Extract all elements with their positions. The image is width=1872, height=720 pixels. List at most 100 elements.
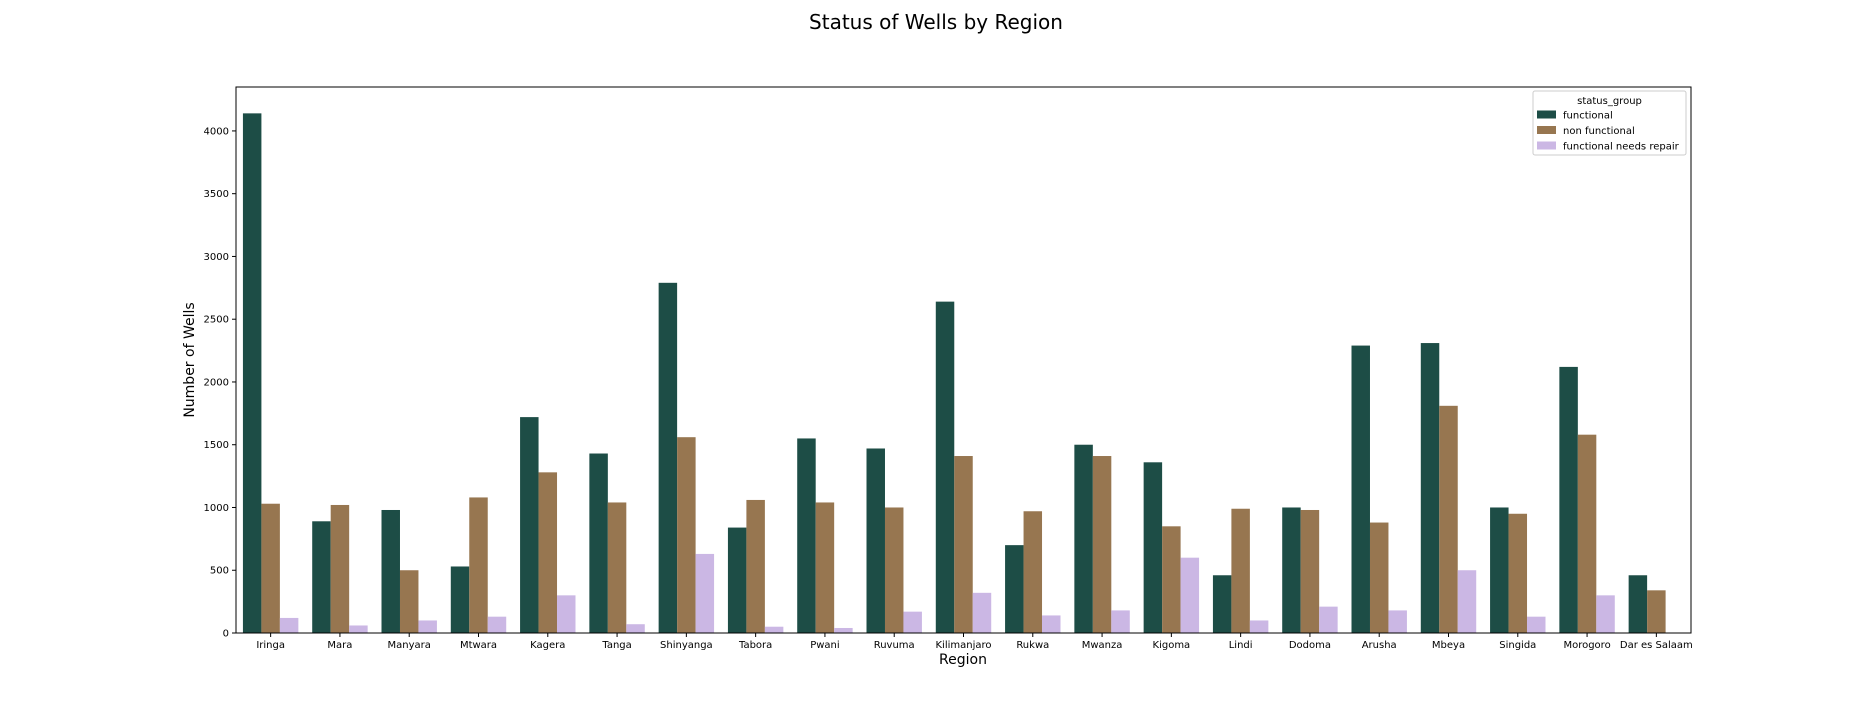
bar-tabora-functional [727,527,747,633]
x-tick-label-tabora: Tabora [738,640,772,651]
y-tick-label: 2500 [204,315,229,326]
x-tick-label-iringa: Iringa [256,640,285,651]
bar-dodoma-functional [1282,507,1301,633]
y-tick-label: 3000 [204,252,229,263]
bar-ruvuma-functional-needs-repair [903,611,922,633]
bar-morogoro-functional [1559,366,1578,633]
x-tick-label-mwanza: Mwanza [1082,640,1123,651]
x-tick-label-mara: Mara [327,640,352,651]
bar-tanga-non-functional [607,502,627,633]
bar-kigoma-functional [1143,462,1163,633]
x-tick-label-dar-es-salaam: Dar es Salaam [1620,640,1693,651]
y-tick-label: 500 [210,566,229,577]
bar-lindi-non-functional [1231,508,1250,633]
bar-singida-functional-needs-repair [1527,616,1546,633]
bar-ruvuma-non-functional [884,507,904,633]
x-tick-label-kigoma: Kigoma [1153,640,1191,651]
x-tick-label-singida: Singida [1499,640,1536,651]
bar-dar-es-salaam-functional [1628,575,1648,633]
bar-mbeya-functional [1420,343,1440,633]
bar-pwani-non-functional [815,502,835,633]
x-tick-label-manyara: Manyara [388,640,431,651]
x-tick-label-lindi: Lindi [1229,640,1253,651]
legend-box [1532,90,1687,156]
x-tick-label-kagera: Kagera [530,640,565,651]
bar-iringa-functional-needs-repair [279,617,299,633]
bar-kagera-non-functional [538,472,558,633]
bar-mbeya-non-functional [1439,405,1458,633]
x-tick-label-mtwara: Mtwara [460,640,497,651]
y-tick-label: 1500 [204,440,229,451]
bar-mwanza-functional [1074,444,1093,633]
x-tick-label-mbeya: Mbeya [1432,640,1465,651]
bar-kilimanjaro-functional [935,301,955,633]
bar-kilimanjaro-non-functional [954,456,973,633]
x-tick-label-dodoma: Dodoma [1289,640,1331,651]
x-tick-label-tanga: Tanga [601,640,631,651]
bar-arusha-functional-needs-repair [1388,610,1407,633]
bar-mtwara-functional [450,566,470,633]
bar-mtwara-functional-needs-repair [487,616,507,633]
bar-rukwa-non-functional [1023,511,1043,633]
x-tick-label-shinyanga: Shinyanga [660,640,713,651]
legend-swatch-functional [1537,110,1556,119]
legend-swatch-functional-needs-repair [1537,141,1556,150]
legend-label-non-functional: non functional [1563,126,1635,137]
x-tick-label-rukwa: Rukwa [1016,640,1049,651]
bar-singida-functional [1490,507,1509,633]
bar-mara-functional [312,521,331,633]
bar-kigoma-functional-needs-repair [1180,557,1200,633]
bar-dodoma-non-functional [1300,509,1320,633]
bar-mtwara-non-functional [469,497,488,633]
y-axis-label: Number of Wells [182,302,198,417]
bar-shinyanga-functional-needs-repair [695,553,715,633]
bar-ruvuma-functional [866,448,885,633]
bar-rukwa-functional [1005,545,1024,633]
x-axis-label: Region [939,652,987,668]
legend-label-functional-needs-repair: functional needs repair [1563,142,1680,153]
x-tick-label-pwani: Pwani [810,640,839,651]
x-tick-label-ruvuma: Ruvuma [874,640,915,651]
bar-lindi-functional-needs-repair [1249,620,1269,633]
bar-iringa-functional [242,113,262,634]
bar-rukwa-functional-needs-repair [1042,615,1061,633]
legend-swatch-non-functional [1537,126,1556,134]
bar-kagera-functional [520,417,539,633]
y-tick-label: 4000 [204,126,229,137]
x-tick-label-kilimanjaro: Kilimanjaro [935,640,991,651]
x-tick-label-morogoro: Morogoro [1563,640,1610,651]
bar-morogoro-functional-needs-repair [1596,595,1615,633]
y-tick-label: 3500 [204,189,229,200]
bar-iringa-non-functional [261,503,280,633]
bar-shinyanga-functional [658,282,678,633]
bar-mwanza-functional-needs-repair [1111,610,1130,633]
bar-morogoro-non-functional [1577,434,1597,633]
bars-group [242,113,1666,634]
bar-lindi-functional [1212,575,1232,633]
bar-manyara-non-functional [399,570,419,633]
bar-tanga-functional-needs-repair [626,624,645,633]
bar-manyara-functional-needs-repair [418,620,437,633]
x-axis: Iringa Mara Manyara Mtwara Kagera Tanga Shinya… [256,633,1693,651]
y-tick-label: 1000 [204,503,229,514]
bar-arusha-non-functional [1369,522,1389,633]
bar-manyara-functional [381,509,400,633]
bar-tabora-functional-needs-repair [764,626,784,633]
bar-kagera-functional-needs-repair [557,595,576,633]
bar-dar-es-salaam-non-functional [1647,590,1666,633]
bar-arusha-functional [1351,345,1370,633]
y-axis: 0 500 1000 1500 2000 2500 3000 3500 4000 [204,126,236,640]
bar-shinyanga-non-functional [677,437,696,633]
x-tick-label-arusha: Arusha [1362,640,1397,651]
legend: status_group functional non functional fun… [1532,90,1687,156]
bar-dodoma-functional-needs-repair [1319,606,1338,633]
legend-title: status_group [1577,96,1642,107]
bar-singida-non-functional [1508,513,1528,633]
bar-pwani-functional-needs-repair [834,627,853,633]
y-tick-label: 2000 [204,377,229,388]
bar-mwanza-non-functional [1092,456,1112,633]
legend-label-functional: functional [1563,111,1613,122]
bar-kilimanjaro-functional-needs-repair [972,592,992,633]
bar-pwani-functional [797,438,816,633]
